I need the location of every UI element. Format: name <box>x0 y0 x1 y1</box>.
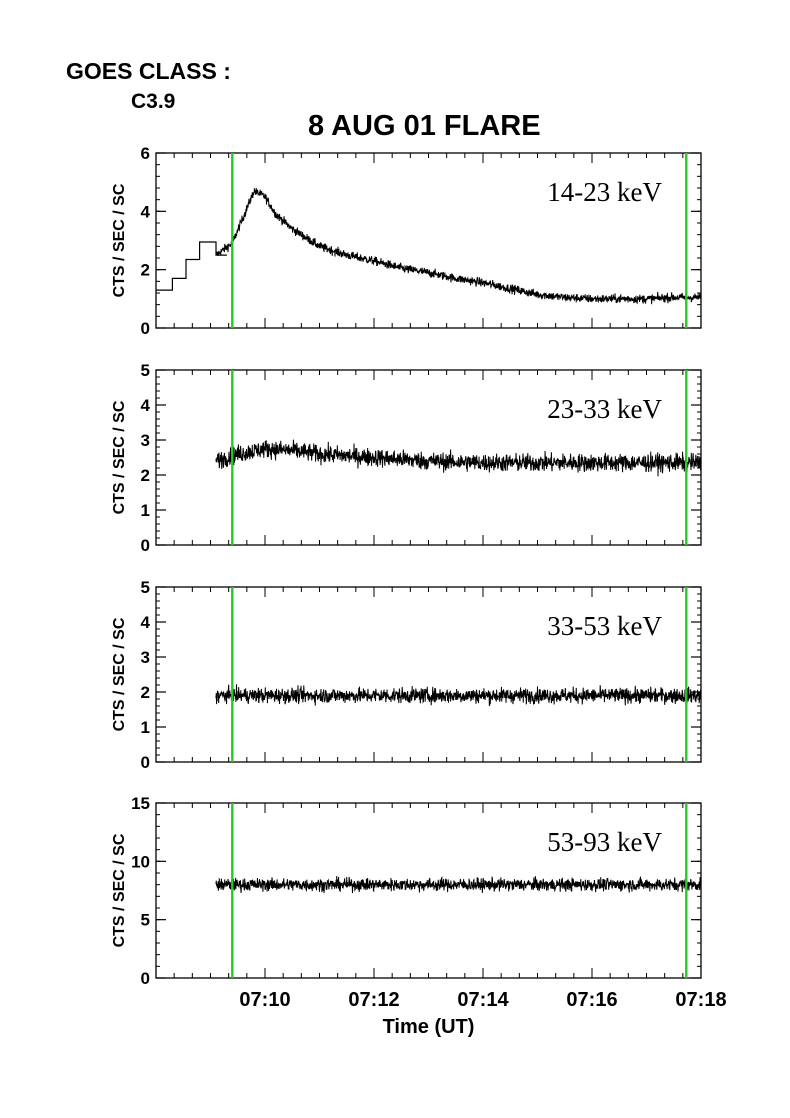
panel-3-lightcurve <box>215 684 702 706</box>
panel-3-ytick-label: 4 <box>141 613 151 632</box>
panel-2-band-label: 23-33 keV <box>547 394 662 424</box>
panel-4-ytick-label: 10 <box>131 852 150 871</box>
panel-4-band-label: 53-93 keV <box>547 827 662 857</box>
panel-4-ytick-label: 5 <box>141 911 150 930</box>
panel-2-ytick-label: 0 <box>141 536 150 555</box>
panel-3-band-label: 33-53 keV <box>547 611 662 641</box>
panel-1-ytick-label: 0 <box>141 319 150 338</box>
x-tick-label: 07:12 <box>348 989 399 1011</box>
panel-1-ytick-label: 2 <box>141 261 150 280</box>
x-tick-label: 07:16 <box>566 989 617 1011</box>
figure-title: 8 AUG 01 FLARE <box>308 110 541 142</box>
goes-class-value: C3.9 <box>131 90 176 113</box>
panel-3-ytick-label: 3 <box>141 648 150 667</box>
panel-2-ytick-label: 4 <box>141 396 151 415</box>
panel-1-band-label: 14-23 keV <box>547 177 662 207</box>
panel-2-ytick-label: 3 <box>141 431 150 450</box>
panel-1-ytick-label: 6 <box>141 144 150 163</box>
panel-4-ytick-label: 15 <box>131 794 150 813</box>
panel-3-ytick-label: 1 <box>141 718 150 737</box>
panel-4-ytick-label: 0 <box>141 969 150 988</box>
x-tick-label: 07:18 <box>675 989 726 1011</box>
panel-4-ylabel: CTS / SEC / SC <box>111 833 128 947</box>
panel-1-ylabel: CTS / SEC / SC <box>111 183 128 297</box>
panel-3-ytick-label: 5 <box>141 578 150 597</box>
x-axis-label: Time (UT) <box>383 1016 475 1038</box>
panel-2-ytick-label: 5 <box>141 361 150 380</box>
panel-2-lightcurve <box>215 439 702 477</box>
panel-3-ylabel: CTS / SEC / SC <box>111 617 128 731</box>
panel-3-ytick-label: 0 <box>141 753 150 772</box>
panel-4-lightcurve <box>215 876 702 894</box>
panel-1-ytick-label: 4 <box>141 202 151 221</box>
panel-3-ytick-label: 2 <box>141 683 150 702</box>
x-tick-label: 07:10 <box>239 989 290 1011</box>
panel-2-ylabel: CTS / SEC / SC <box>111 400 128 514</box>
panel-1-lightcurve <box>215 187 702 305</box>
panel-1-pre-flare-step <box>156 241 227 291</box>
panel-2-ytick-label: 1 <box>141 501 150 520</box>
x-tick-label: 07:14 <box>457 989 509 1011</box>
panel-2-ytick-label: 2 <box>141 466 150 485</box>
goes-class-label: GOES CLASS : <box>66 58 231 84</box>
